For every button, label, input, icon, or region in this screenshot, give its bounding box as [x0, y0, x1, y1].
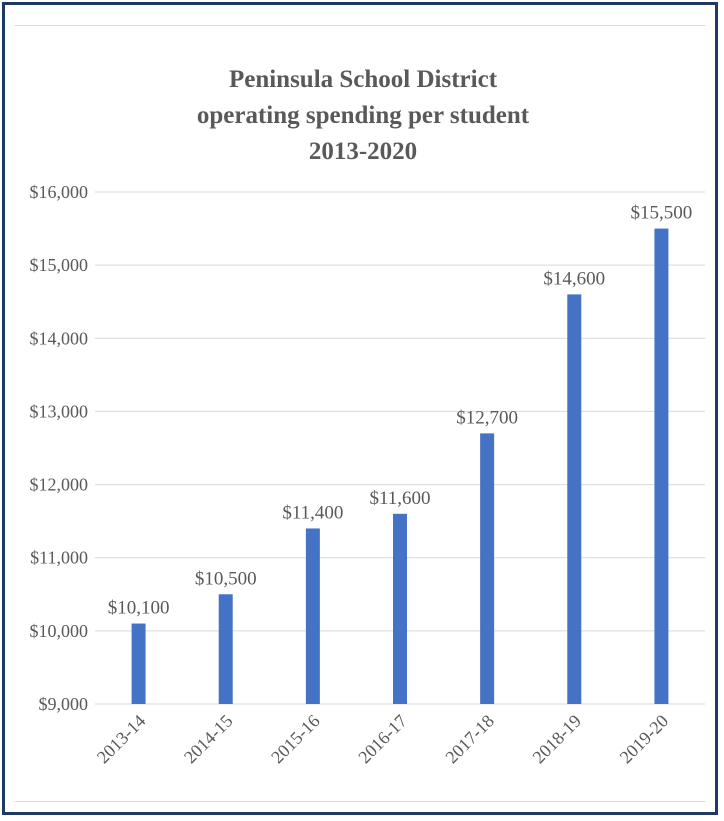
chart-title-line-1: Peninsula School District — [228, 66, 498, 93]
bar — [567, 294, 582, 704]
x-tick-label: 2019-20 — [616, 711, 673, 768]
data-label: $10,100 — [108, 598, 170, 619]
y-tick-label: $11,000 — [30, 548, 88, 568]
bar-chart: $9,000 $10,000 $11,000 $12,000 $13,000 $14,00… — [30, 182, 705, 768]
bar — [131, 623, 146, 704]
y-axis-ticks: $9,000 $10,000 $11,000 $12,000 $13,000 $14,00… — [30, 182, 89, 714]
bar — [480, 433, 495, 704]
x-tick-label: 2014-15 — [180, 711, 237, 768]
data-label: $12,700 — [456, 407, 518, 428]
data-label: $10,500 — [195, 568, 257, 589]
chart-frame: Peninsula School District operating spen… — [2, 2, 718, 815]
data-label: $14,600 — [543, 268, 605, 289]
data-label: $11,600 — [369, 488, 430, 509]
y-tick-label: $13,000 — [30, 401, 89, 421]
data-label: $15,500 — [631, 203, 693, 224]
chart-area-bottom-border — [15, 801, 705, 802]
y-tick-label: $15,000 — [30, 255, 89, 275]
data-label: $11,400 — [282, 502, 343, 523]
x-tick-label: 2015-16 — [267, 711, 324, 768]
chart-title-line-2: operating spending per student — [196, 102, 530, 129]
bars — [131, 228, 669, 705]
bar — [393, 513, 407, 704]
chart-title-line-3: 2013-2020 — [308, 138, 418, 165]
chart-area-top-border — [15, 25, 705, 26]
bar — [305, 528, 320, 704]
data-labels: $10,100 $10,500 $11,400 $11,600 $12,700 $14,6… — [108, 203, 693, 619]
y-tick-label: $16,000 — [30, 182, 89, 202]
y-tick-label: $12,000 — [30, 475, 89, 495]
x-tick-label: 2018-19 — [529, 711, 586, 768]
y-tick-label: $9,000 — [39, 694, 89, 714]
y-tick-label: $10,000 — [30, 621, 89, 641]
x-axis-ticks: 2013-14 2014-15 2015-16 2016-17 2017-18 2018-… — [93, 711, 672, 768]
x-tick-label: 2013-14 — [93, 711, 150, 768]
x-tick-label: 2017-18 — [441, 711, 498, 768]
y-tick-label: $14,000 — [30, 328, 89, 348]
x-tick-label: 2016-17 — [354, 711, 411, 768]
bar — [218, 594, 233, 704]
bar — [654, 228, 669, 705]
